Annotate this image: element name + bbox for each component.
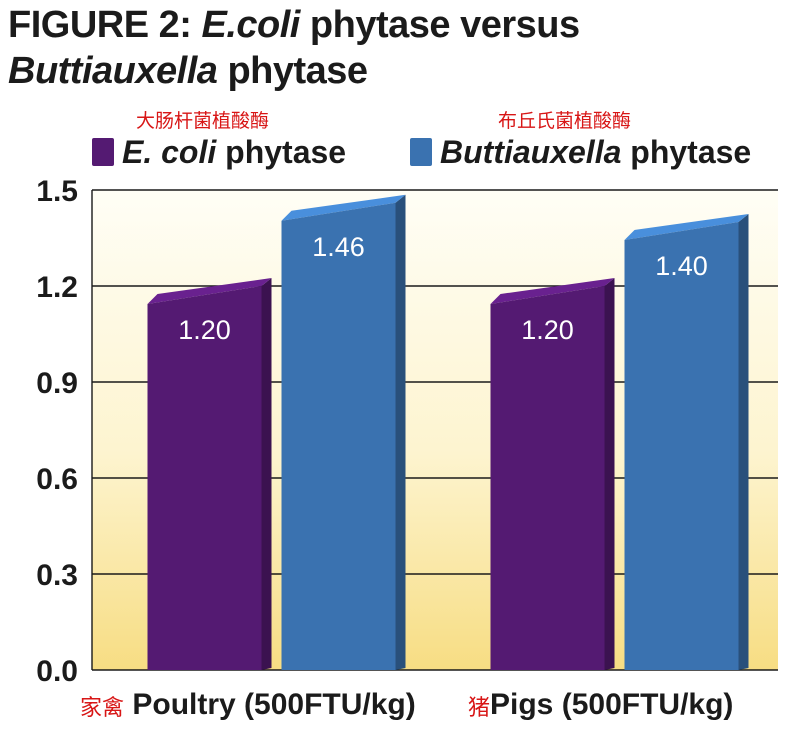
bar-front xyxy=(490,286,605,670)
x-label-poultry: 家禽 Poultry (500FTU/kg) xyxy=(80,688,416,722)
x-label-pigs: 猪Pigs (500FTU/kg) xyxy=(468,688,734,722)
pigs-chinese-note: 猪 xyxy=(468,696,491,722)
bar-side xyxy=(261,278,272,670)
y-tick-label: 0.3 xyxy=(36,559,78,592)
bar-top xyxy=(281,194,406,221)
legend-label-buttiauxella: Buttiauxella phytase xyxy=(440,133,752,170)
legend-swatch-ecoli xyxy=(92,138,114,166)
legend-swatch-buttiauxella xyxy=(410,138,432,166)
bar-front xyxy=(281,202,396,671)
bar-value-label: 1.20 xyxy=(178,315,231,345)
bar-front xyxy=(624,222,739,670)
title-line-2: Buttiauxella phytase xyxy=(8,50,368,92)
bar-value-label: 1.20 xyxy=(521,315,574,345)
bar-front xyxy=(147,286,262,670)
bar-ecoli-poultry: 1.20 xyxy=(147,278,272,670)
y-axis: 0.0 0.3 0.6 0.9 1.2 1.5 xyxy=(36,175,93,688)
bar-side xyxy=(604,278,615,670)
bars: 1.20 1.46 1.20 1.40 xyxy=(147,194,749,671)
legend-label-ecoli: E. coli phytase xyxy=(122,133,347,170)
legend-item-ecoli: E. coli phytase xyxy=(92,132,346,172)
ecoli-chinese-note: 大肠杆菌植酸酶 xyxy=(136,110,270,132)
title-line-1: FIGURE 2: E.coli phytase versus xyxy=(8,4,580,46)
bar-top xyxy=(624,214,749,240)
bar-value-label: 1.46 xyxy=(312,232,365,262)
y-tick-label: 1.2 xyxy=(36,271,78,304)
bar-side xyxy=(395,194,406,671)
bar-buttiauxella-pigs: 1.40 xyxy=(624,214,749,670)
y-tick-label: 0.9 xyxy=(36,367,78,400)
y-tick-label: 0.6 xyxy=(36,463,78,496)
bar-value-label: 1.40 xyxy=(655,251,708,281)
legend-item-buttiauxella: Buttiauxella phytase xyxy=(410,132,751,172)
bar-top xyxy=(147,278,272,304)
y-tick-label: 1.5 xyxy=(36,175,78,208)
buttiauxella-chinese-note: 布丘氏菌植酸酶 xyxy=(498,110,632,132)
poultry-chinese-note: 家禽 xyxy=(80,696,125,722)
chart-title: FIGURE 2: E.coli phytase versus Buttiaux… xyxy=(8,2,580,94)
bar-side xyxy=(738,214,749,670)
bar-buttiauxella-poultry: 1.46 xyxy=(281,194,406,671)
bar-ecoli-pigs: 1.20 xyxy=(490,278,615,670)
y-tick-label: 0.0 xyxy=(36,655,78,688)
bar-top xyxy=(490,278,615,304)
